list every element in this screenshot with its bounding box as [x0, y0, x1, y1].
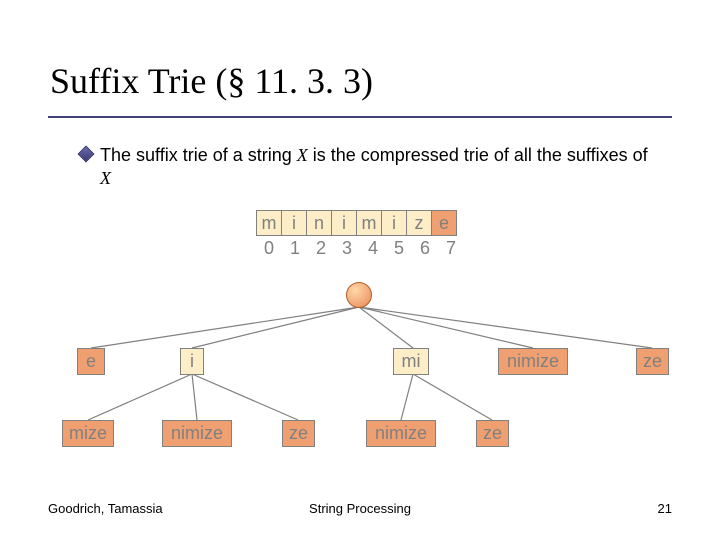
footer-topic: String Processing	[0, 501, 720, 516]
trie-node: i	[180, 348, 204, 375]
trie-node: mi	[393, 348, 429, 375]
trie-node: nimize	[498, 348, 568, 375]
trie-node: ze	[282, 420, 315, 447]
trie-node: ze	[476, 420, 509, 447]
trie-node: nimize	[366, 420, 436, 447]
trie-node: ze	[636, 348, 669, 375]
trie-node: nimize	[162, 420, 232, 447]
suffix-trie-diagram: e i mi nimize ze mize nimize ze nimize ze	[0, 0, 720, 540]
trie-edges	[0, 0, 720, 540]
footer-page-number: 21	[658, 501, 672, 516]
trie-node: mize	[62, 420, 114, 447]
trie-root-node	[346, 282, 372, 308]
trie-node: e	[77, 348, 105, 375]
